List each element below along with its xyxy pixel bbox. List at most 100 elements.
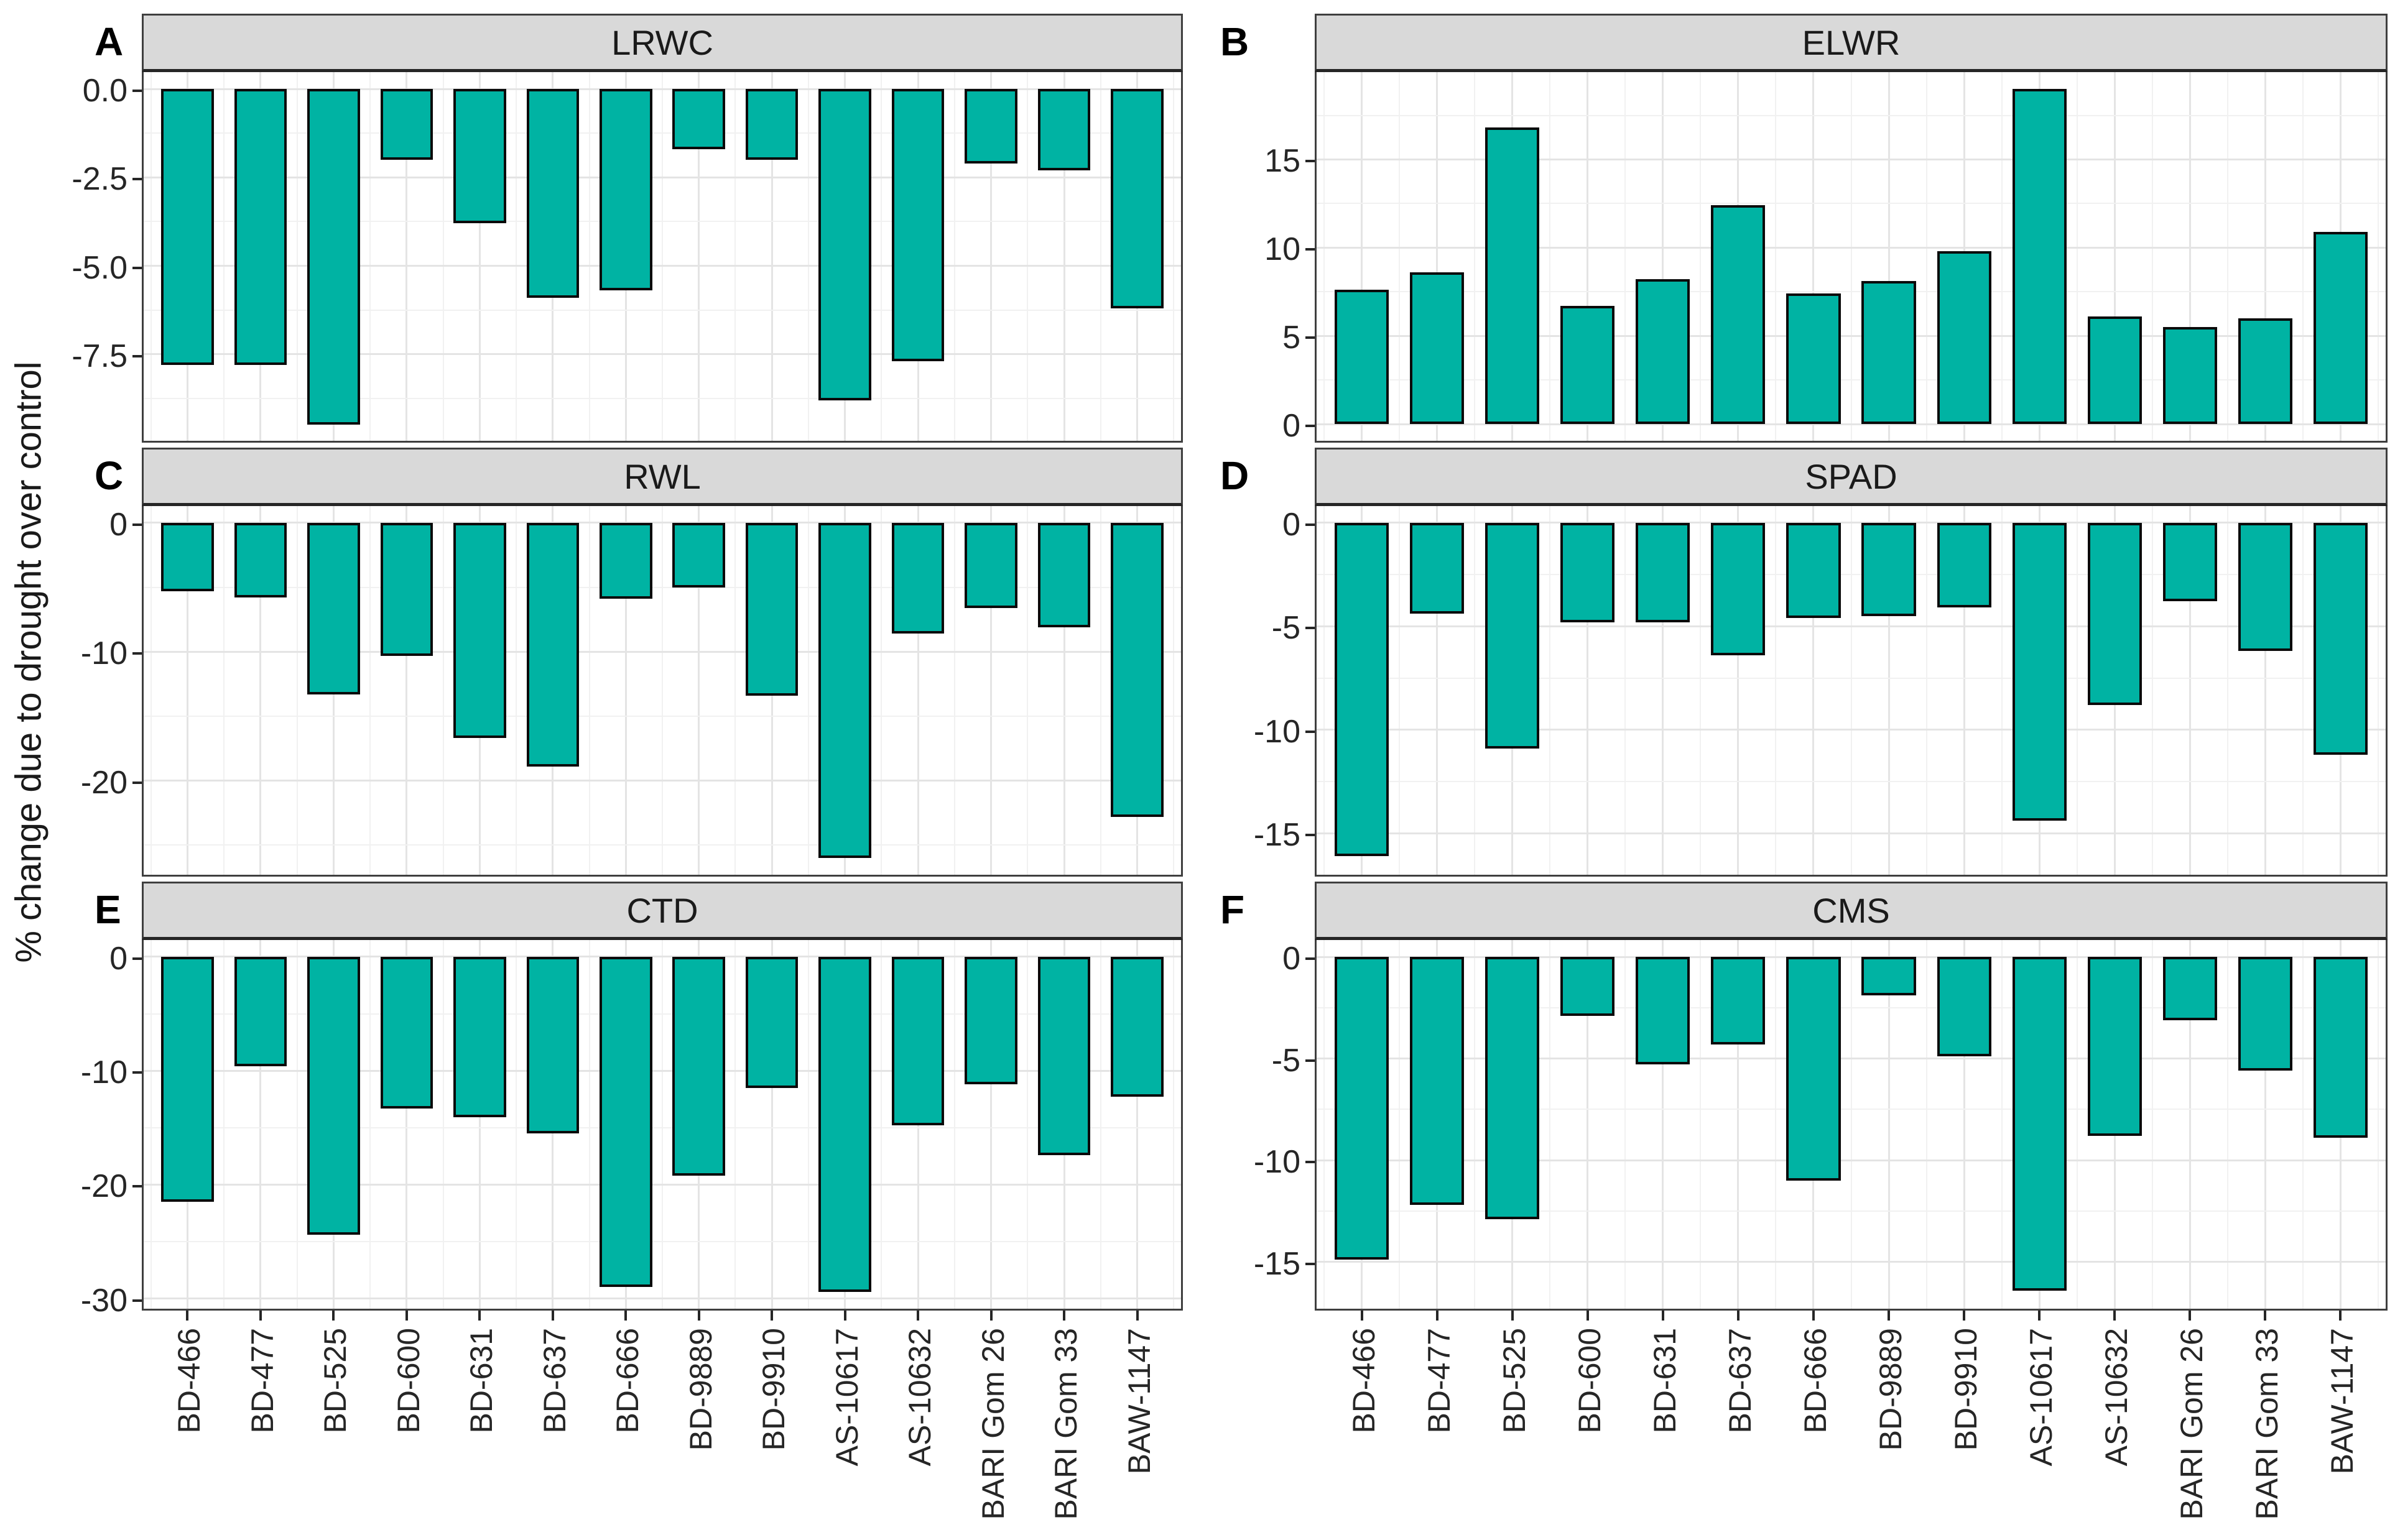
gridline-v-major (1587, 940, 1589, 1309)
gridline-v-major (1436, 506, 1438, 875)
bar-RWL-AS-10632 (891, 522, 945, 634)
gridline-h-minor (144, 586, 1181, 588)
y-tick (1305, 1059, 1315, 1062)
bar-CTD-BD-631 (453, 956, 506, 1118)
y-tick (132, 1071, 142, 1074)
bar-RWL-BD-631 (453, 522, 506, 739)
x-category-label: BARI Gom 33 (2249, 1328, 2285, 1520)
bar-RWL-BD-9910 (745, 522, 799, 696)
gridline-h-major (144, 1298, 1181, 1299)
gridline-h-major (1317, 522, 2386, 524)
gridline-v-minor (807, 940, 809, 1309)
bar-ELWR-BARI Gom 33 (2238, 318, 2292, 425)
gridline-h-major (1317, 246, 2386, 249)
y-tick (1305, 523, 1315, 526)
y-tick-label: -10 (1253, 1144, 1300, 1181)
x-tick (843, 1311, 846, 1321)
panel-letter-e: E (95, 887, 121, 932)
x-tick (332, 1311, 335, 1321)
gridline-h-minor (1317, 203, 2386, 205)
bar-SPAD-BARI Gom 33 (2238, 522, 2292, 652)
gridline-v-minor (1100, 72, 1101, 441)
x-tick (1812, 1311, 1815, 1321)
x-tick (771, 1311, 774, 1321)
gridline-v-major (1888, 940, 1890, 1309)
gridline-v-minor (296, 506, 298, 875)
bar-CTD-BD-9889 (672, 956, 725, 1176)
gridline-v-minor (807, 506, 809, 875)
gridline-v-minor (1474, 940, 1476, 1309)
bar-SPAD-BD-637 (1711, 522, 1766, 656)
x-category-label: BD-666 (1797, 1328, 1833, 1434)
gridline-v-minor (2001, 506, 2003, 875)
gridline-v-minor (953, 940, 955, 1309)
x-category-label: BD-631 (464, 1328, 499, 1434)
gridline-v-major (1888, 506, 1890, 875)
x-tick (2264, 1311, 2267, 1321)
bar-ELWR-BD-477 (1410, 272, 1465, 425)
gridline-h-major (144, 1069, 1181, 1072)
x-tick (624, 1311, 628, 1321)
panel-b: ELWR (1315, 14, 2388, 443)
gridline-v-minor (2226, 506, 2228, 875)
panel-e: CTD (142, 882, 1183, 1311)
panel-c-strip: RWL (142, 448, 1183, 506)
panel-d-strip: SPAD (1315, 448, 2388, 506)
bar-CMS-BD-666 (1786, 957, 1841, 1181)
gridline-v-minor (588, 506, 590, 875)
panel-e-title: CTD (626, 890, 698, 930)
panel-e-axis-gutter: E 0 -10 -20 -30 (57, 882, 142, 1319)
gridline-v-minor (1775, 72, 1777, 441)
gridline-v-major (2189, 506, 2191, 875)
y-axis-label-band: % change due to drought over control (0, 14, 57, 1311)
bar-LRWC-BARI Gom 26 (965, 89, 1017, 164)
x-tick (1661, 1311, 1664, 1321)
panel-f-plot (1315, 940, 2388, 1311)
gridline-v-minor (1850, 940, 1852, 1309)
bar-RWL-AS-10617 (818, 522, 871, 859)
bar-CMS-BD-637 (1711, 957, 1766, 1044)
gridline-v-minor (662, 940, 663, 1309)
bar-ELWR-BD-631 (1636, 279, 1690, 425)
panel-letter-f: F (1220, 887, 1245, 932)
panel-d-plot (1315, 506, 2388, 877)
gridline-v-minor (1323, 506, 1325, 875)
bar-SPAD-BD-600 (1560, 522, 1615, 622)
gridline-h-major (1317, 832, 2386, 834)
gridline-v-major (990, 940, 993, 1309)
x-category-label: BD-525 (318, 1328, 353, 1434)
bar-ELWR-BD-9910 (1937, 251, 1991, 425)
gridline-v-minor (150, 506, 152, 875)
gridline-v-major (2189, 72, 2191, 441)
x-category-label: BD-9910 (756, 1328, 792, 1451)
y-tick (132, 957, 142, 960)
gridline-v-minor (369, 506, 371, 875)
gridline-v-minor (588, 940, 590, 1309)
gridline-v-minor (734, 72, 736, 441)
gridline-h-minor (1317, 1007, 2386, 1008)
x-tick (1435, 1311, 1438, 1321)
y-tick-label: 5 (1282, 320, 1300, 356)
y-tick (1305, 336, 1315, 339)
gridline-v-major (698, 506, 700, 875)
y-tick-label: 0 (1282, 941, 1300, 977)
gridline-h-major (1317, 423, 2386, 425)
gridline-h-major (144, 88, 1181, 90)
bar-SPAD-BD-477 (1410, 522, 1465, 614)
x-category-label: BD-600 (391, 1328, 426, 1434)
x-category-label: BARI Gom 26 (975, 1328, 1011, 1520)
gridline-v-minor (1173, 940, 1175, 1309)
x-category-label: BD-477 (244, 1328, 280, 1434)
x-category-label: BD-9889 (683, 1328, 718, 1451)
gridline-v-minor (588, 72, 590, 441)
y-tick-label: 0.0 (82, 73, 127, 109)
gridline-h-minor (1317, 781, 2386, 783)
y-tick-label: 0 (109, 940, 127, 977)
gridline-v-minor (296, 72, 298, 441)
bar-SPAD-AS-10617 (2012, 522, 2067, 821)
bar-CTD-BD-637 (526, 956, 580, 1133)
bar-ELWR-BD-666 (1786, 293, 1841, 425)
y-tick-label: -7.5 (72, 338, 127, 374)
gridline-v-minor (734, 506, 736, 875)
gridline-h-minor (1317, 1210, 2386, 1212)
